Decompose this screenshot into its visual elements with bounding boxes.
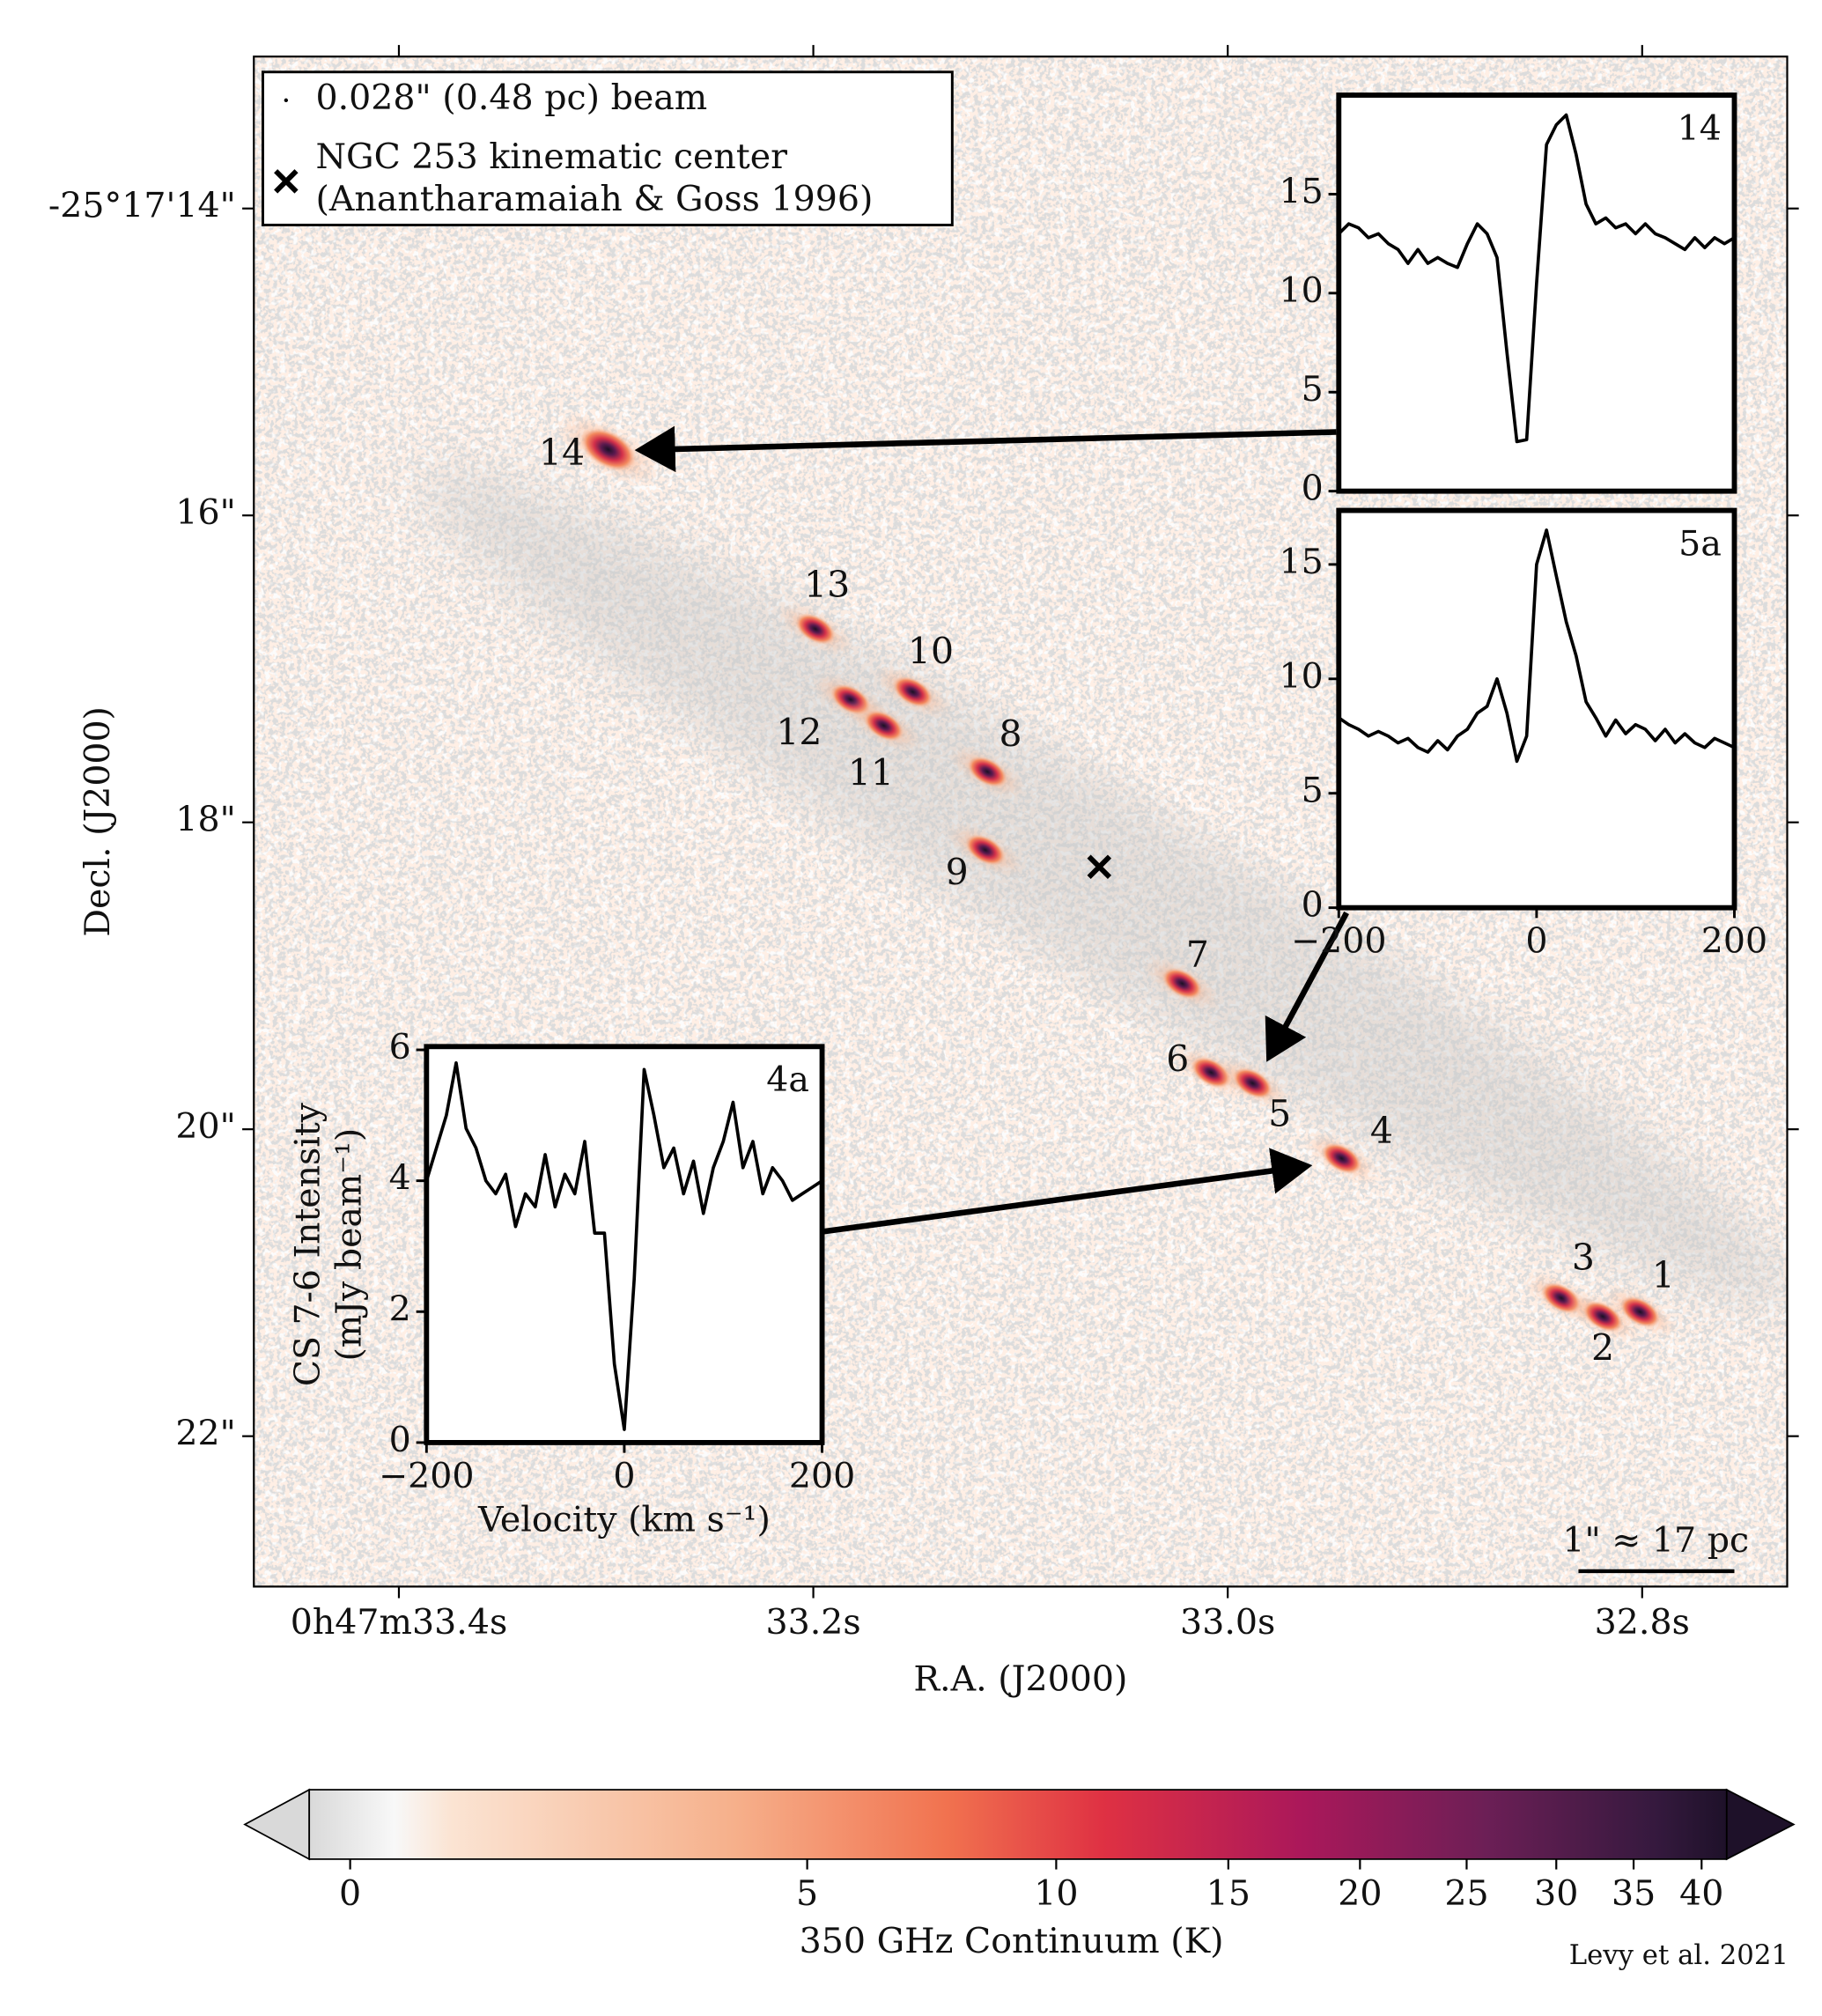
colorbar-extend-low: [243, 1788, 311, 1861]
legend-text: (Anantharamaiah & Goss 1996): [315, 179, 873, 219]
spectrum: [424, 1061, 823, 1431]
y-tick-label: 5: [1302, 369, 1324, 410]
source-label: 4: [1370, 1110, 1393, 1152]
y-axis-label: (mJy beam⁻¹): [328, 1128, 369, 1362]
y-tick-label: 4: [389, 1158, 411, 1199]
legend-cross: [274, 169, 299, 194]
y-axis-label: CS 7-6 Intensity: [288, 1102, 328, 1386]
inset-bg: [426, 1046, 822, 1443]
legend-box: [262, 70, 954, 226]
source-label: 14: [539, 432, 585, 474]
y-tick-label: 10: [1279, 656, 1323, 697]
kinematic-center: [1087, 854, 1112, 879]
source: [1162, 967, 1203, 1000]
x-tick-label: 33.0s: [1180, 1602, 1275, 1643]
x-tick-label: 0: [1525, 921, 1547, 962]
source: [967, 756, 1007, 787]
source: [795, 613, 836, 645]
disk-band: [421, 469, 1788, 1305]
scale-bar-label: 1" ≈ 17 pc: [1562, 1520, 1749, 1561]
colorbar-tick-label: 5: [796, 1873, 818, 1914]
x-tick-label: 200: [789, 1456, 855, 1496]
source-label: 12: [776, 712, 822, 754]
source-label: 8: [1000, 713, 1022, 755]
x-tick-label: −200: [1291, 921, 1387, 962]
y-tick-label: 16": [175, 492, 235, 533]
arrow: [1265, 911, 1349, 1062]
x-tick-label: 32.8s: [1595, 1602, 1690, 1643]
y-tick-label: -25°17'14": [48, 186, 236, 226]
y-tick-label: 15: [1279, 171, 1323, 211]
y-tick-label: 0: [1302, 469, 1324, 509]
x-tick-label: 200: [1701, 921, 1767, 962]
y-axis-label: Decl. (J2000): [77, 706, 118, 936]
x-axis-label: Velocity (km s⁻¹): [477, 1499, 771, 1540]
source-label: 10: [908, 631, 954, 673]
source: [579, 427, 637, 472]
arrows: [634, 425, 1349, 1235]
source: [965, 834, 1006, 866]
x-tick-label: 33.2s: [765, 1602, 860, 1643]
y-tick-label: 10: [1279, 270, 1323, 311]
y-tick-label: 15: [1279, 542, 1323, 582]
x-tick-label: 0h47m33.4s: [291, 1602, 508, 1643]
source-label: 3: [1572, 1237, 1595, 1279]
source-label: 2: [1591, 1327, 1614, 1370]
spectrum: [1337, 113, 1736, 444]
colorbar-tick-label: 40: [1679, 1873, 1723, 1914]
colorbar-tick-label: 20: [1338, 1873, 1382, 1914]
source: [863, 710, 904, 742]
x-tick-label: 0: [613, 1456, 635, 1496]
source-label: 1: [1652, 1254, 1675, 1296]
source: [892, 676, 933, 708]
source: [1619, 1296, 1661, 1328]
arrow: [822, 1148, 1313, 1235]
y-tick-label: 2: [389, 1289, 411, 1329]
source-label: 11: [848, 751, 894, 794]
inset-label: 14: [1678, 108, 1722, 149]
colorbar-tick-label: 15: [1206, 1873, 1250, 1914]
x-tick-label: −200: [379, 1456, 475, 1496]
colorbar-tick-label: 35: [1612, 1873, 1656, 1914]
colorbar-tick-label: 30: [1534, 1873, 1578, 1914]
arrow: [634, 425, 1337, 473]
y-tick-label: 6: [389, 1027, 411, 1067]
x-axis-label: R.A. (J2000): [913, 1658, 1127, 1699]
legend-text: 0.028" (0.48 pc) beam: [315, 78, 707, 118]
colorbar-tick-label: 0: [339, 1873, 361, 1914]
source-label: 9: [946, 852, 969, 894]
spectrum: [1338, 528, 1736, 764]
colorbar-label: 350 GHz Continuum (K): [800, 1921, 1224, 1961]
marks: [553, 411, 1679, 1344]
y-tick-label: 0: [389, 1420, 411, 1460]
inset-label: 4a: [766, 1060, 809, 1100]
source: [1232, 1067, 1273, 1099]
y-tick-label: 18": [175, 800, 235, 840]
source-label: 5: [1268, 1092, 1291, 1134]
source-label: 7: [1186, 934, 1209, 976]
colorbar-tick-label: 10: [1034, 1873, 1078, 1914]
legend-beam: [284, 98, 289, 103]
y-tick-label: 20": [175, 1106, 235, 1147]
colorbar-extend-high: [1725, 1788, 1796, 1861]
credit: Levy et al. 2021: [1569, 1940, 1789, 1971]
source-label: 13: [804, 564, 850, 606]
y-tick-label: 0: [1302, 885, 1324, 926]
colorbar-tick-label: 25: [1444, 1873, 1488, 1914]
colorbar: [308, 1789, 1728, 1860]
source-label: 6: [1166, 1038, 1189, 1081]
source: [1321, 1142, 1362, 1175]
inset-label: 5a: [1678, 523, 1722, 564]
y-tick-label: 5: [1302, 771, 1324, 811]
legend-text: NGC 253 kinematic center: [315, 137, 787, 177]
y-tick-label: 22": [175, 1414, 235, 1454]
